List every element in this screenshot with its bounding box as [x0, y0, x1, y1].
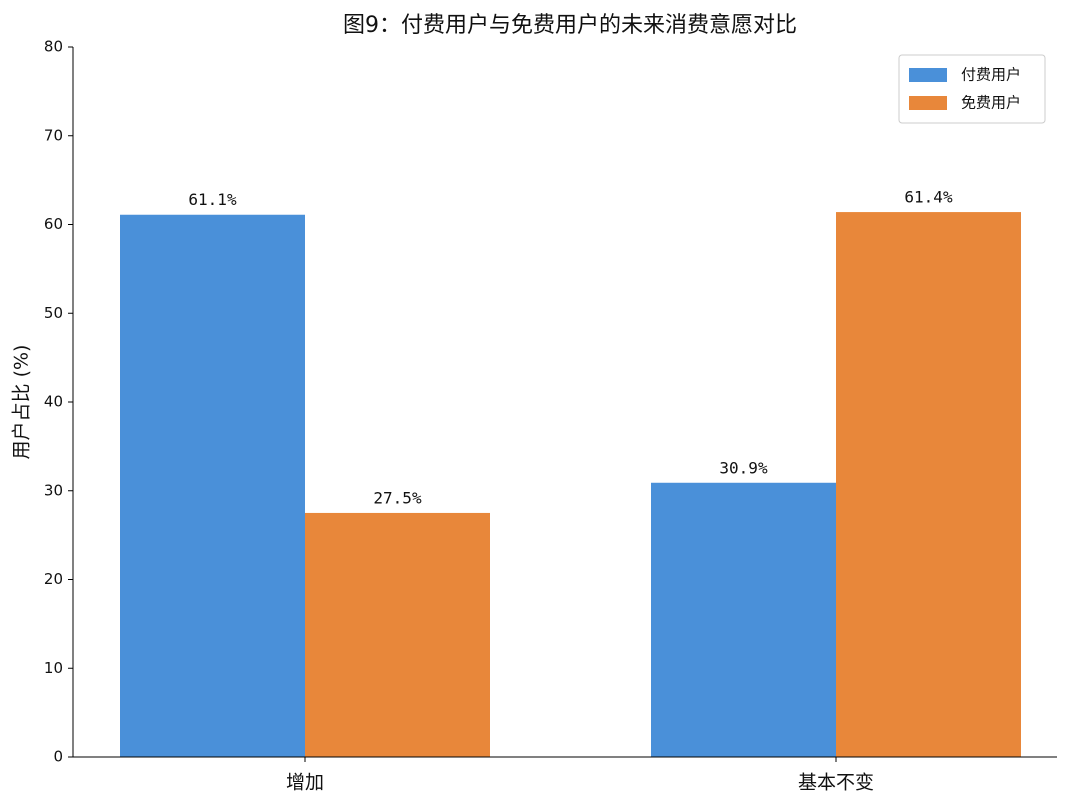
x-tick-label: 增加	[286, 772, 324, 794]
y-tick-label: 20	[44, 570, 63, 588]
y-tick-label: 80	[44, 38, 63, 56]
x-tick-label: 基本不变	[798, 772, 874, 794]
legend-label: 付费用户	[961, 66, 1021, 84]
y-tick-label: 30	[44, 481, 63, 499]
y-tick-label: 40	[44, 393, 63, 411]
y-tick-label: 50	[44, 304, 63, 322]
legend-swatch	[909, 96, 947, 110]
bar	[305, 512, 490, 757]
bar	[651, 482, 836, 757]
chart-title: 图9：付费用户与免费用户的未来消费意愿对比	[343, 13, 797, 38]
value-label: 27.5%	[373, 488, 422, 507]
y-tick-label: 70	[44, 126, 63, 144]
value-label: 30.9%	[719, 458, 768, 477]
value-label: 61.1%	[188, 190, 237, 209]
legend-swatch	[909, 68, 947, 82]
y-tick-label: 60	[44, 215, 63, 233]
bar	[836, 212, 1021, 757]
y-axis-label: 用户占比 (%)	[11, 345, 33, 460]
y-tick-label: 10	[44, 659, 63, 677]
legend-label: 免费用户	[961, 94, 1021, 112]
y-tick-label: 0	[53, 748, 63, 766]
value-label: 61.4%	[904, 188, 953, 207]
bar	[120, 214, 305, 758]
